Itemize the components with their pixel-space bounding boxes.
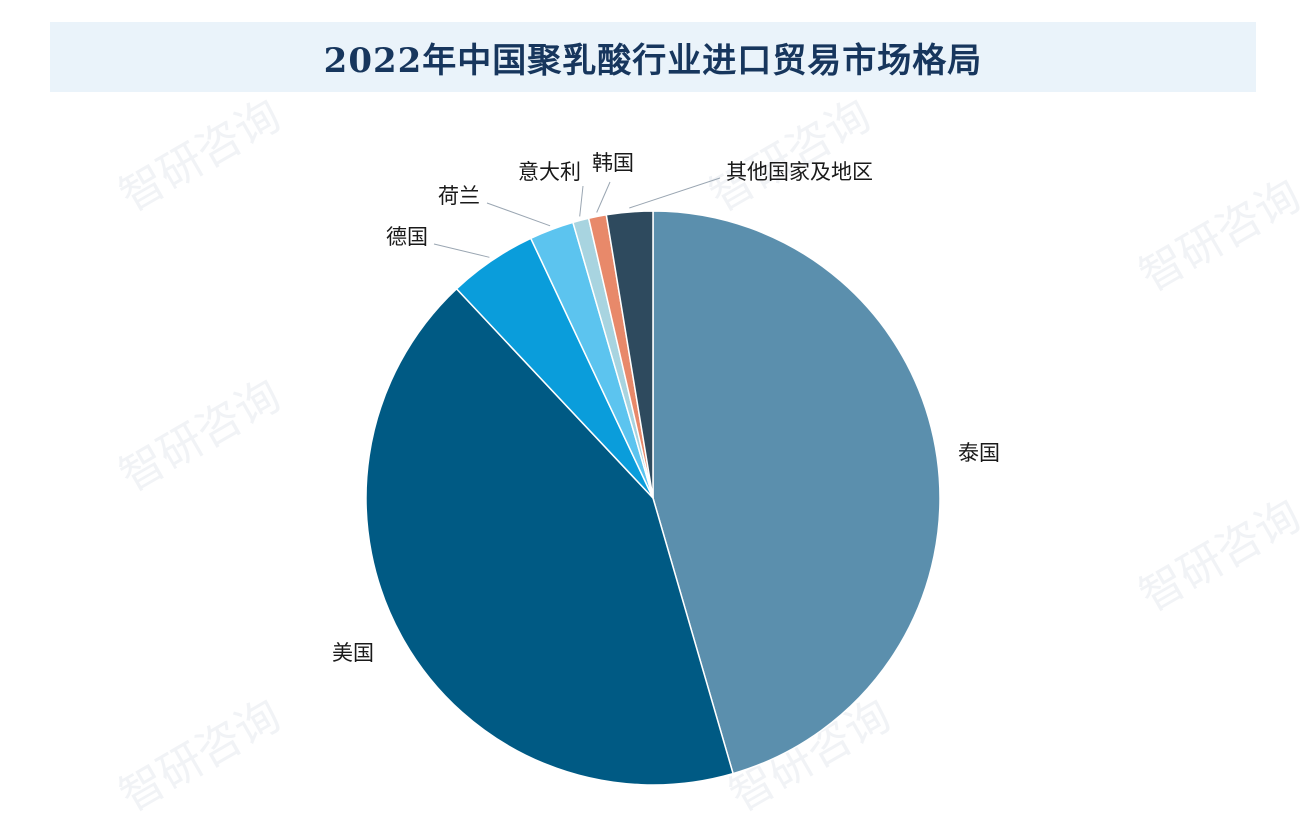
slice-label: 德国	[386, 225, 428, 249]
pie-slice	[365, 287, 734, 786]
pie-slice	[605, 210, 654, 499]
pie-slice	[652, 210, 941, 775]
leader-line	[486, 202, 551, 227]
title-bar: 2022年中国聚乳酸行业进口贸易市场格局	[50, 22, 1256, 92]
slice-label: 美国	[332, 641, 374, 665]
chart-title: 2022年中国聚乳酸行业进口贸易市场格局	[323, 40, 983, 81]
slice-label: 韩国	[592, 151, 634, 175]
slice-label: 荷兰	[438, 184, 480, 208]
leader-line	[433, 243, 490, 258]
slice-label: 意大利	[518, 160, 581, 184]
slice-label: 泰国	[958, 441, 1000, 465]
leader-line	[629, 177, 721, 209]
leader-line	[596, 181, 611, 213]
slice-label: 其他国家及地区	[726, 160, 873, 184]
leader-line	[579, 185, 584, 217]
